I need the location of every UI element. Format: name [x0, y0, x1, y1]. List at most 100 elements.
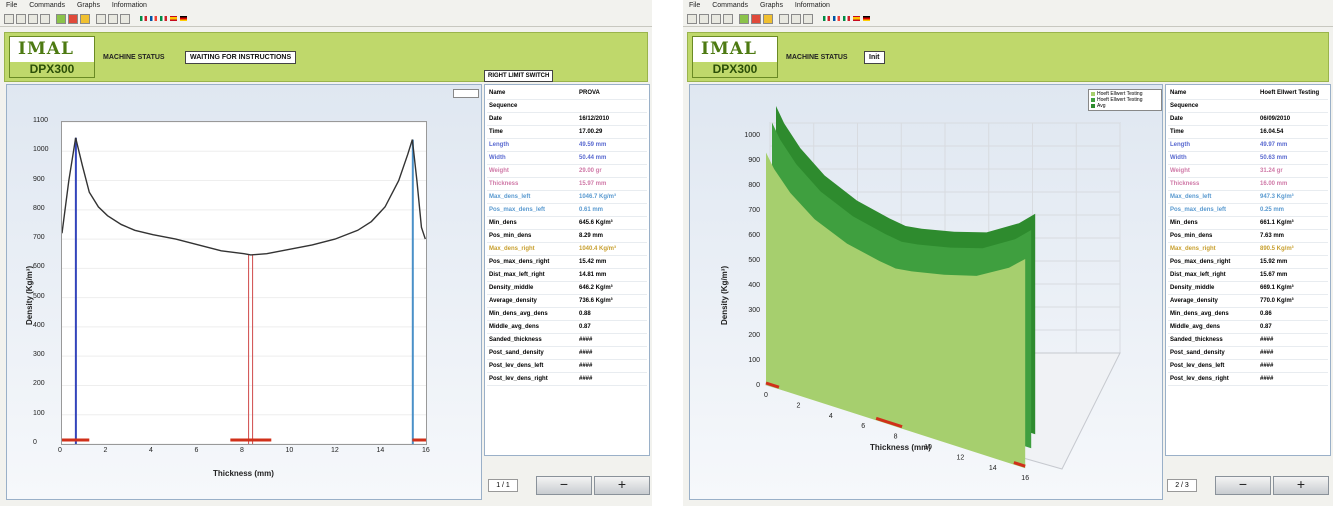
menu-file[interactable]: File	[689, 2, 701, 9]
menu-file[interactable]: File	[6, 2, 18, 9]
menu-commands[interactable]: Commands	[29, 2, 66, 9]
x-tick-label: 8	[894, 434, 898, 441]
info-row: Date 16/12/2010	[487, 113, 647, 126]
info-value: 29.00 gr	[579, 168, 602, 174]
menu-information[interactable]: Information	[111, 2, 147, 9]
previous-button[interactable]: −	[1215, 476, 1271, 495]
flag-icon[interactable]	[853, 16, 860, 21]
flag-icon[interactable]	[833, 16, 840, 21]
flag-icon[interactable]	[843, 16, 850, 21]
info-row: Width 50.63 mm	[1168, 152, 1328, 165]
y-tick-label: 800	[33, 204, 45, 212]
density-chart-panel: 0 100 200 300 400 500 600 700 800 900 1000 1100 0 2 4…	[6, 84, 482, 500]
info-key: Max_dens_right	[1170, 246, 1216, 252]
info-row: Post_lev_dens_left ####	[1168, 360, 1328, 373]
info-value: 947.3 Kg/m³	[1260, 194, 1294, 200]
info-value: 0.88	[579, 311, 591, 317]
y-axis-label: Density (Kg/m³)	[25, 265, 34, 325]
info-row: Max_dens_left 947.3 Kg/m³	[1168, 191, 1328, 204]
pause-icon[interactable]	[763, 14, 773, 24]
logo-brand: IMAL	[701, 39, 757, 59]
surface-series-1	[766, 152, 1026, 469]
x-tick-label: 14	[376, 447, 385, 454]
menu-commands[interactable]: Commands	[712, 2, 749, 9]
info-row: Min_dens_avg_dens 0.86	[1168, 308, 1328, 321]
info-key: Post_lev_dens_right	[1170, 376, 1229, 382]
menu-information[interactable]: Information	[794, 2, 830, 9]
toolbar-button[interactable]	[40, 14, 50, 24]
info-value: ####	[1260, 376, 1274, 382]
status-header: IMAL DPX300 MACHINE STATUS WAITING FOR I…	[4, 32, 648, 82]
play-icon[interactable]	[739, 14, 749, 24]
legend-entry: Avg	[1097, 103, 1106, 109]
info-row: Pos_max_dens_left 0.61 mm	[487, 204, 647, 217]
info-value: 1046.7 Kg/m³	[579, 194, 617, 200]
info-value: 1040.4 Kg/m³	[579, 246, 617, 252]
toolbar-button[interactable]	[723, 14, 733, 24]
imal-logo: IMAL DPX300	[9, 36, 95, 78]
info-row: Post_lev_dens_left ####	[487, 360, 647, 373]
stop-icon[interactable]	[68, 14, 78, 24]
toolbar-button[interactable]	[711, 14, 721, 24]
next-button[interactable]: +	[594, 476, 650, 495]
info-row: Thickness 16.00 mm	[1168, 178, 1328, 191]
previous-button[interactable]: −	[536, 476, 592, 495]
left-window: File Commands Graphs Information IMAL DP…	[0, 0, 652, 506]
flag-icon[interactable]	[150, 16, 157, 21]
y-tick-label: 100	[748, 357, 760, 364]
menu-graphs[interactable]: Graphs	[76, 2, 100, 9]
info-row: Dist_max_left_right 15.67 mm	[1168, 269, 1328, 282]
info-value: ####	[1260, 350, 1274, 356]
menu-graphs[interactable]: Graphs	[759, 2, 783, 9]
toolbar-button[interactable]	[803, 14, 813, 24]
toolbar-button[interactable]	[120, 14, 130, 24]
info-key: Sanded_thickness	[489, 337, 542, 343]
range-marker	[1013, 461, 1026, 468]
info-value: ####	[1260, 363, 1274, 369]
info-key: Post_lev_dens_right	[489, 376, 548, 382]
info-value: 8.29 mm	[579, 233, 604, 239]
info-value: 15.67 mm	[1260, 272, 1288, 278]
toolbar-button[interactable]	[108, 14, 118, 24]
y-tick-label: 200	[748, 332, 760, 339]
toolbar-button[interactable]	[699, 14, 709, 24]
status-bar	[683, 498, 1333, 506]
toolbar-button[interactable]	[16, 14, 26, 24]
info-key: Pos_max_dens_right	[489, 259, 550, 265]
info-value: 15.42 mm	[579, 259, 607, 265]
toolbar-button[interactable]	[28, 14, 38, 24]
x-tick-label: 6	[194, 447, 199, 454]
pause-icon[interactable]	[80, 14, 90, 24]
y-tick-label: 500	[748, 257, 760, 264]
machine-status-value: WAITING FOR INSTRUCTIONS	[185, 51, 297, 64]
flag-icon[interactable]	[140, 16, 147, 21]
info-value: 15.92 mm	[1260, 259, 1288, 265]
play-icon[interactable]	[56, 14, 66, 24]
info-row: Post_lev_dens_right ####	[1168, 373, 1328, 386]
info-value: 0.25 mm	[1260, 207, 1285, 213]
info-value: Hoeft Ellwert Testing	[1260, 90, 1320, 96]
info-value: 16.00 mm	[1260, 181, 1288, 187]
toolbar-button[interactable]	[779, 14, 789, 24]
stop-icon[interactable]	[751, 14, 761, 24]
info-key: Pos_max_dens_left	[489, 207, 546, 213]
flag-icon[interactable]	[170, 16, 177, 21]
flag-icon[interactable]	[863, 16, 870, 21]
info-row: Post_lev_dens_right ####	[487, 373, 647, 386]
toolbar-button[interactable]	[687, 14, 697, 24]
next-button[interactable]: +	[1273, 476, 1329, 495]
flag-icon[interactable]	[823, 16, 830, 21]
toolbar-button[interactable]	[791, 14, 801, 24]
info-value: ####	[1260, 337, 1274, 343]
info-row: Pos_max_dens_right 15.42 mm	[487, 256, 647, 269]
legend-toggle[interactable]	[453, 89, 479, 98]
flag-icon[interactable]	[160, 16, 167, 21]
toolbar-button[interactable]	[4, 14, 14, 24]
x-tick-label: 12	[957, 454, 965, 461]
info-value: 17.00.29	[579, 129, 603, 135]
flag-icon[interactable]	[180, 16, 187, 21]
toolbar-button[interactable]	[96, 14, 106, 24]
status-header: IMAL DPX300 MACHINE STATUS Init	[687, 32, 1329, 82]
y-tick-label: 400	[748, 282, 760, 289]
info-value: ####	[579, 337, 593, 343]
